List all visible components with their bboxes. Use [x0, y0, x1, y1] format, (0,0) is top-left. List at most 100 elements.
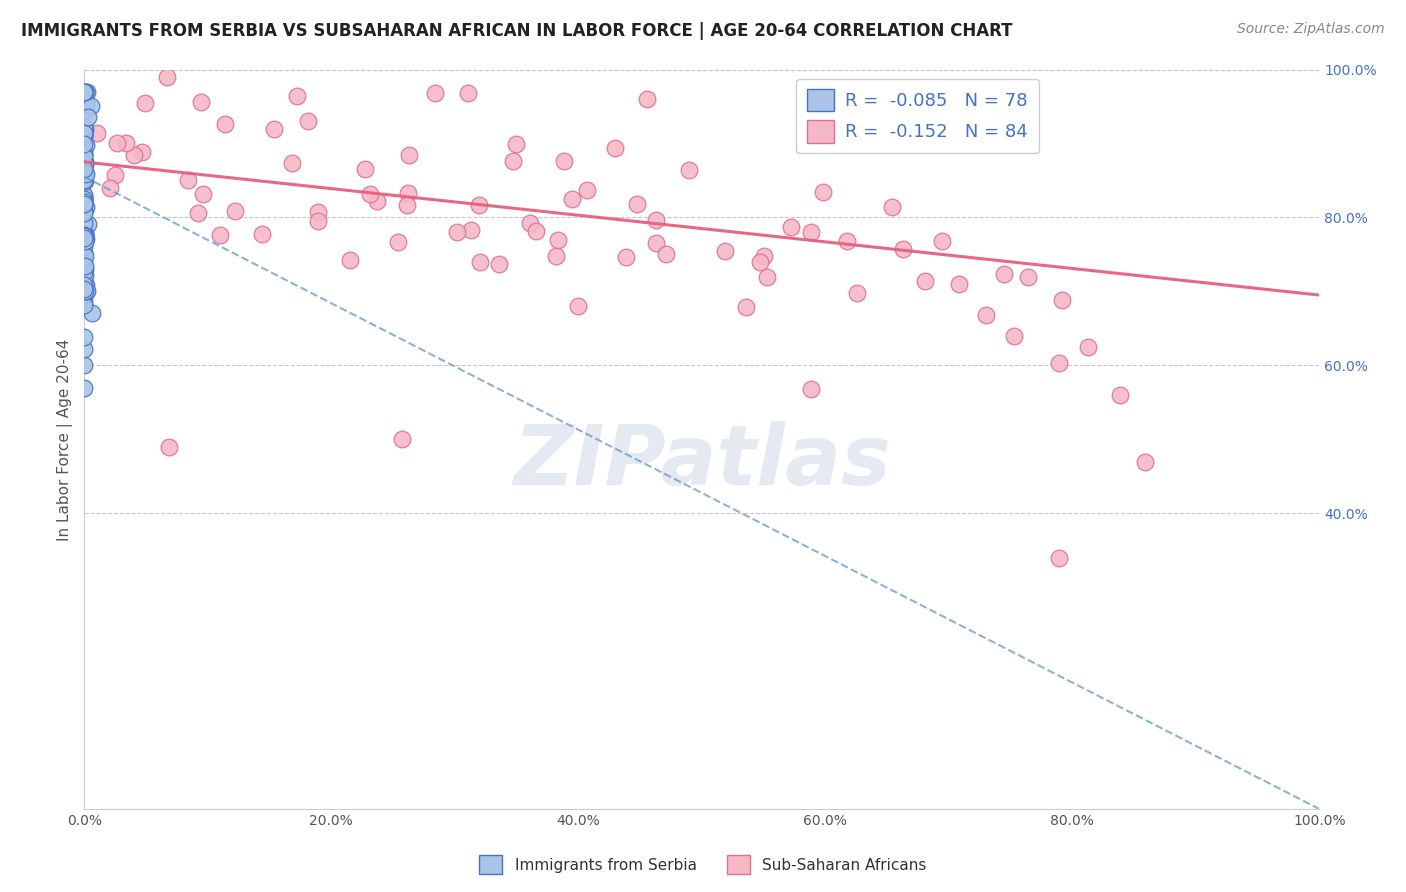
Legend: Immigrants from Serbia, Sub-Saharan Africans: Immigrants from Serbia, Sub-Saharan Afri… — [474, 849, 932, 880]
Point — [519, 216, 541, 230]
Point — [73, 162, 96, 177]
Point — [446, 225, 468, 239]
Point — [576, 183, 599, 197]
Point — [645, 213, 668, 227]
Point — [73, 173, 96, 187]
Point — [73, 103, 96, 117]
Point — [73, 198, 96, 212]
Point — [544, 249, 567, 263]
Point — [603, 141, 626, 155]
Point — [467, 198, 489, 212]
Point — [457, 86, 479, 100]
Point — [835, 235, 858, 249]
Point — [73, 239, 96, 253]
Point — [614, 250, 637, 264]
Point — [285, 88, 308, 103]
Text: Source: ZipAtlas.com: Source: ZipAtlas.com — [1237, 22, 1385, 37]
Point — [77, 217, 100, 231]
Point — [993, 267, 1015, 281]
Point — [187, 206, 209, 220]
Point — [73, 245, 96, 260]
Point — [73, 136, 96, 151]
Point — [914, 274, 936, 288]
Point — [73, 278, 96, 293]
Point — [297, 114, 319, 128]
Point — [73, 236, 96, 251]
Point — [73, 129, 96, 144]
Point — [73, 329, 96, 343]
Point — [73, 342, 96, 356]
Point — [80, 306, 103, 320]
Point — [134, 95, 156, 110]
Point — [567, 299, 589, 313]
Point — [73, 85, 96, 99]
Point — [73, 259, 96, 273]
Point — [470, 255, 492, 269]
Point — [208, 228, 231, 243]
Point — [73, 380, 96, 394]
Point — [1017, 269, 1039, 284]
Point — [156, 70, 179, 84]
Point — [714, 244, 737, 259]
Point — [105, 136, 128, 150]
Point — [76, 284, 98, 298]
Point — [561, 192, 583, 206]
Point — [73, 227, 96, 242]
Point — [75, 85, 97, 99]
Point — [73, 203, 96, 218]
Point — [1133, 454, 1156, 468]
Point — [250, 227, 273, 242]
Point — [73, 126, 96, 140]
Point — [73, 95, 96, 110]
Point — [73, 193, 96, 207]
Point — [780, 219, 803, 234]
Point — [73, 148, 96, 162]
Point — [73, 155, 96, 169]
Point — [891, 242, 914, 256]
Point — [73, 194, 96, 209]
Point — [73, 216, 96, 230]
Point — [73, 121, 96, 136]
Point — [73, 155, 96, 169]
Point — [191, 186, 214, 201]
Point — [423, 86, 446, 100]
Point — [98, 181, 121, 195]
Point — [73, 192, 96, 206]
Point — [307, 204, 329, 219]
Point — [846, 285, 869, 300]
Point — [931, 234, 953, 248]
Point — [1047, 356, 1070, 370]
Point — [75, 168, 97, 182]
Point — [655, 247, 678, 261]
Point — [73, 252, 96, 266]
Point — [678, 163, 700, 178]
Point — [73, 157, 96, 171]
Point — [644, 235, 666, 250]
Point — [749, 255, 772, 269]
Point — [73, 166, 96, 180]
Point — [281, 156, 304, 170]
Point — [73, 168, 96, 182]
Point — [307, 214, 329, 228]
Point — [396, 186, 419, 201]
Point — [460, 223, 482, 237]
Point — [177, 173, 200, 187]
Point — [263, 122, 285, 136]
Point — [76, 85, 98, 99]
Point — [73, 282, 96, 296]
Point — [524, 224, 547, 238]
Point — [190, 95, 212, 110]
Point — [735, 300, 758, 314]
Point — [387, 235, 409, 249]
Point — [752, 249, 775, 263]
Point — [800, 225, 823, 239]
Legend: R =  -0.085   N = 78, R =  -0.152   N = 84: R = -0.085 N = 78, R = -0.152 N = 84 — [796, 78, 1039, 153]
Point — [73, 197, 96, 211]
Point — [224, 204, 246, 219]
Point — [948, 277, 970, 292]
Point — [75, 200, 97, 214]
Point — [73, 229, 96, 244]
Point — [73, 126, 96, 140]
Point — [1047, 550, 1070, 565]
Point — [354, 161, 377, 176]
